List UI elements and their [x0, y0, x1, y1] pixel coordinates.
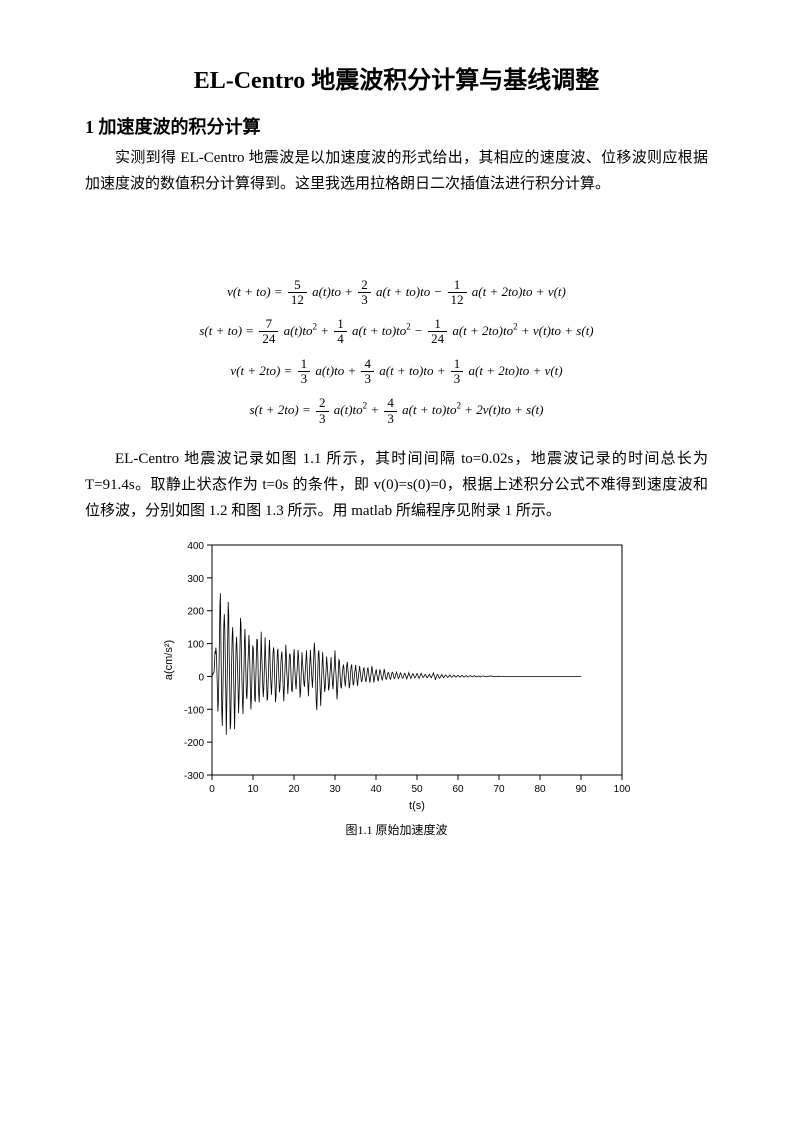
svg-text:10: 10: [247, 784, 259, 795]
figure-1-1: 0 10 20 30 40 50 60 70 80 90 100 -300 -200 -100 0 100 20…: [85, 535, 708, 838]
svg-text:30: 30: [329, 784, 341, 795]
svg-text:-200: -200: [183, 738, 203, 749]
paragraph-2: EL-Centro 地震波记录如图 1.1 所示，其时间间隔 to=0.02s，…: [85, 446, 708, 525]
equation-1: v(t + to) = 512 a(t)to + 23 a(t + to)to …: [85, 278, 708, 308]
page-title: EL-Centro 地震波积分计算与基线调整: [85, 60, 708, 95]
svg-text:40: 40: [370, 784, 382, 795]
svg-text:100: 100: [187, 639, 204, 650]
acceleration-chart: 0 10 20 30 40 50 60 70 80 90 100 -300 -200 -100 0 100 20…: [157, 535, 637, 815]
svg-text:70: 70: [493, 784, 505, 795]
svg-text:400: 400: [187, 541, 204, 552]
svg-text:-300: -300: [183, 771, 203, 782]
svg-text:90: 90: [575, 784, 587, 795]
equation-block: v(t + to) = 512 a(t)to + 23 a(t + to)to …: [85, 278, 708, 426]
svg-text:50: 50: [411, 784, 423, 795]
svg-text:-100: -100: [183, 705, 203, 716]
svg-text:20: 20: [288, 784, 300, 795]
section-1-heading: 1 加速度波的积分计算: [85, 113, 708, 139]
svg-text:0: 0: [209, 784, 215, 795]
equation-4: s(t + 2to) = 23 a(t)to2 + 43 a(t + to)to…: [85, 396, 708, 426]
paragraph-1: 实测到得 EL-Centro 地震波是以加速度波的形式给出，其相应的速度波、位移…: [85, 145, 708, 198]
equation-3: v(t + 2to) = 13 a(t)to + 43 a(t + to)to …: [85, 357, 708, 387]
svg-text:60: 60: [452, 784, 464, 795]
svg-text:100: 100: [613, 784, 630, 795]
svg-text:200: 200: [187, 606, 204, 617]
svg-text:0: 0: [198, 672, 204, 683]
figure-caption: 图1.1 原始加速度波: [85, 821, 708, 838]
svg-text:t(s): t(s): [409, 800, 425, 812]
equation-2: s(t + to) = 724 a(t)to2 + 14 a(t + to)to…: [85, 317, 708, 347]
svg-text:a(cm/s²): a(cm/s²): [163, 639, 175, 679]
svg-text:80: 80: [534, 784, 546, 795]
svg-text:300: 300: [187, 573, 204, 584]
